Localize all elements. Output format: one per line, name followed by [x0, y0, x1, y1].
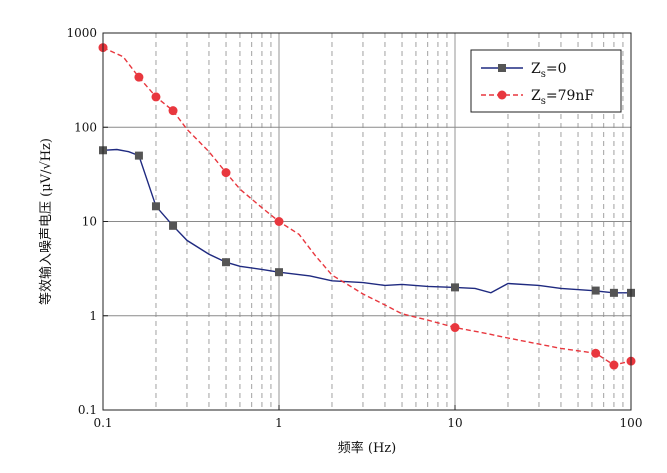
grid	[103, 33, 631, 410]
legend-label-rest: =0	[546, 61, 567, 77]
series-point	[169, 221, 178, 230]
series-point	[274, 217, 284, 226]
series-point	[609, 360, 619, 370]
series-point	[134, 72, 144, 82]
series-point	[151, 202, 160, 211]
series-point	[591, 286, 600, 295]
y-tick-label: 1	[89, 309, 97, 323]
legend-label-main: Z	[531, 88, 541, 104]
x-axis-label: 频率 (Hz)	[338, 440, 396, 456]
y-tick-label: 100	[74, 120, 97, 134]
legend-label-main: Z	[531, 61, 541, 77]
legend-entry: Zs=79nF	[481, 88, 594, 107]
series-point	[222, 258, 231, 267]
legend-marker	[497, 90, 507, 100]
series-point	[451, 283, 459, 292]
legend: Zs=0Zs=79nF	[470, 49, 622, 113]
series-layer	[98, 43, 636, 370]
legend-label-sub: s	[541, 69, 546, 80]
y-axis-label: 等效输入噪声电压 (μV/√Hz)	[38, 138, 54, 305]
x-tick-label: 10	[447, 416, 462, 430]
x-tick-label: 0.1	[93, 416, 112, 430]
y-tick-label: 10	[82, 215, 97, 229]
series-point	[134, 151, 143, 160]
series-line	[102, 148, 631, 294]
series-point	[591, 348, 601, 358]
series-point	[151, 92, 161, 102]
y-tick-label: 0.1	[78, 403, 97, 417]
tick-labels: 0.1 1 10 100 0.1 1 10 100 1000	[66, 26, 642, 430]
series-1	[98, 43, 636, 370]
legend-label: Zs=0	[531, 61, 567, 80]
series-point	[450, 323, 460, 333]
series-point	[168, 106, 178, 116]
legend-entry: Zs=0	[481, 61, 567, 80]
series-point	[221, 168, 231, 178]
y-tick-label: 1000	[66, 26, 97, 40]
series-point	[275, 268, 283, 277]
legend-marker	[498, 64, 506, 72]
legend-label-rest: =79nF	[546, 88, 595, 104]
series-point	[609, 288, 618, 297]
series-line	[102, 46, 632, 366]
legend-label-sub: s	[541, 96, 546, 107]
x-tick-label: 1	[275, 416, 283, 430]
legend-label: Zs=79nF	[531, 88, 594, 107]
x-tick-label: 100	[620, 416, 643, 430]
legend-box	[470, 49, 622, 113]
